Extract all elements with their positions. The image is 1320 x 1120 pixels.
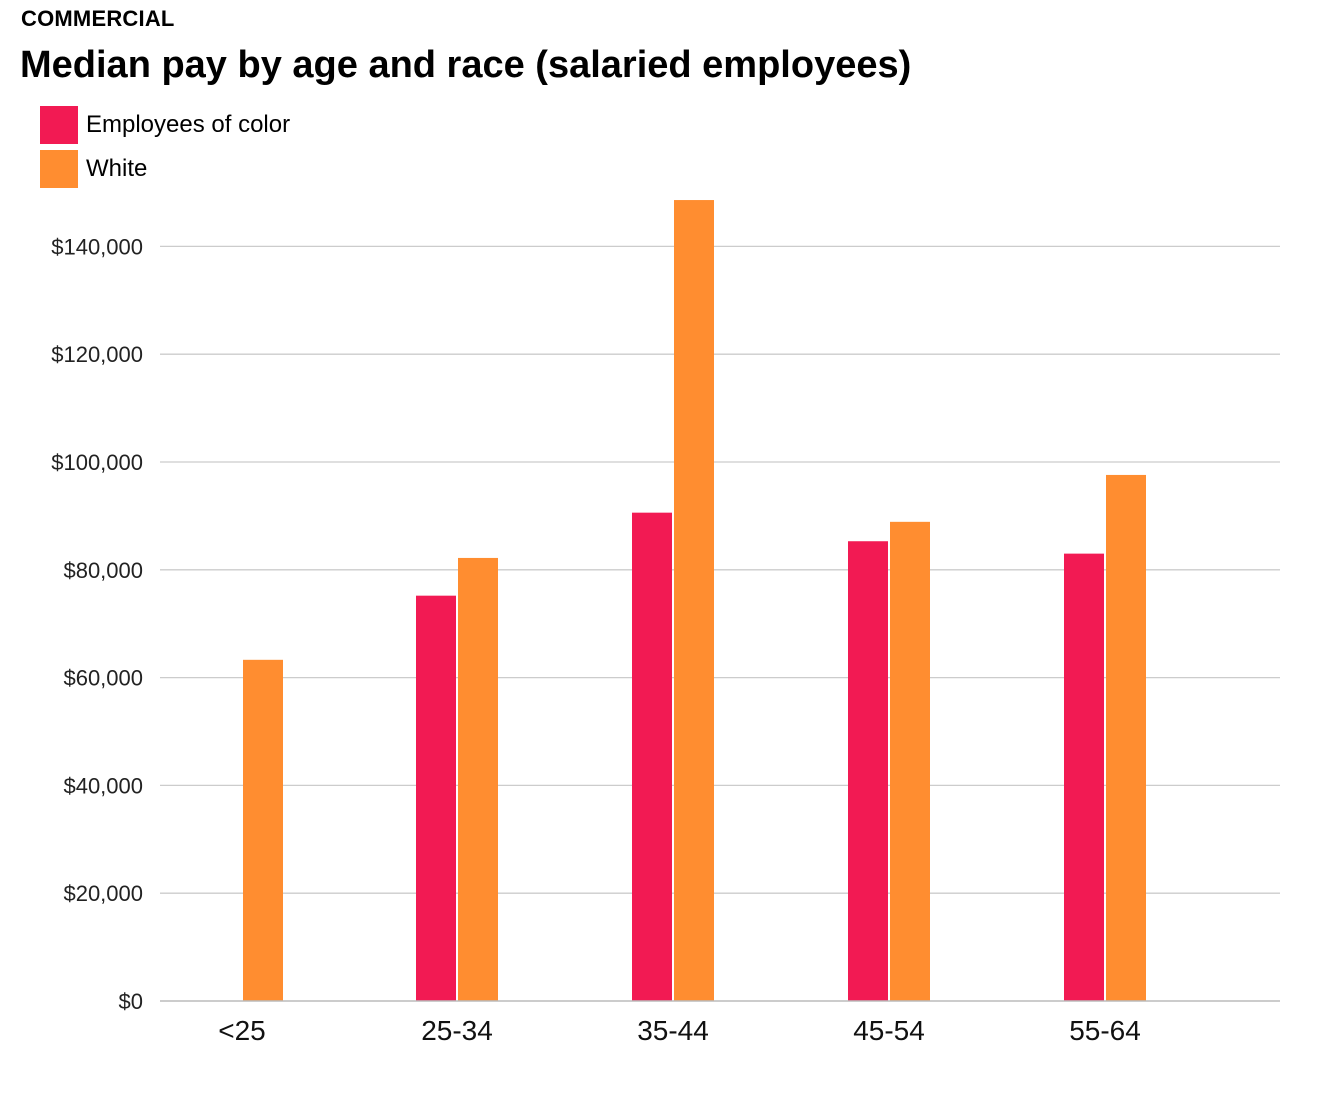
legend-label-employees-of-color: Employees of color [86, 111, 291, 138]
x-tick-label: 35-44 [637, 1015, 709, 1046]
bar-employees-of-color [848, 541, 888, 1001]
y-tick-label: $20,000 [63, 881, 143, 906]
y-tick-label: $80,000 [63, 558, 143, 583]
bar-white [890, 521, 930, 1001]
bar-employees-of-color [1064, 553, 1104, 1001]
y-tick-label: $100,000 [51, 450, 143, 475]
y-tick-label: $120,000 [51, 342, 143, 367]
x-tick-label: 45-54 [853, 1015, 925, 1046]
x-tick-label: <25 [218, 1015, 266, 1046]
legend-item-employees-of-color: Employees of color [40, 106, 290, 144]
bar-employees-of-color [416, 595, 456, 1001]
legend: Employees of color White [40, 106, 290, 194]
y-tick-label: $140,000 [51, 234, 143, 259]
chart-kicker: COMMERCIAL [21, 6, 175, 31]
bar-white [243, 659, 283, 1001]
legend-label-white: White [86, 155, 148, 182]
x-tick-label: 55-64 [1069, 1015, 1141, 1046]
y-tick-label: $40,000 [63, 773, 143, 798]
legend-swatch-employees-of-color [40, 106, 78, 144]
x-tick-label: 25-34 [421, 1015, 493, 1046]
bar-employees-of-color [632, 512, 672, 1001]
bar-white [458, 557, 498, 1001]
legend-swatch-white [40, 150, 78, 188]
legend-item-white: White [40, 150, 290, 188]
chart-title: Median pay by age and race (salaried emp… [20, 44, 912, 86]
bar-white [674, 200, 714, 1001]
y-tick-label: $60,000 [63, 666, 143, 691]
bar-white [1106, 474, 1146, 1001]
y-tick-label: $0 [119, 989, 143, 1014]
